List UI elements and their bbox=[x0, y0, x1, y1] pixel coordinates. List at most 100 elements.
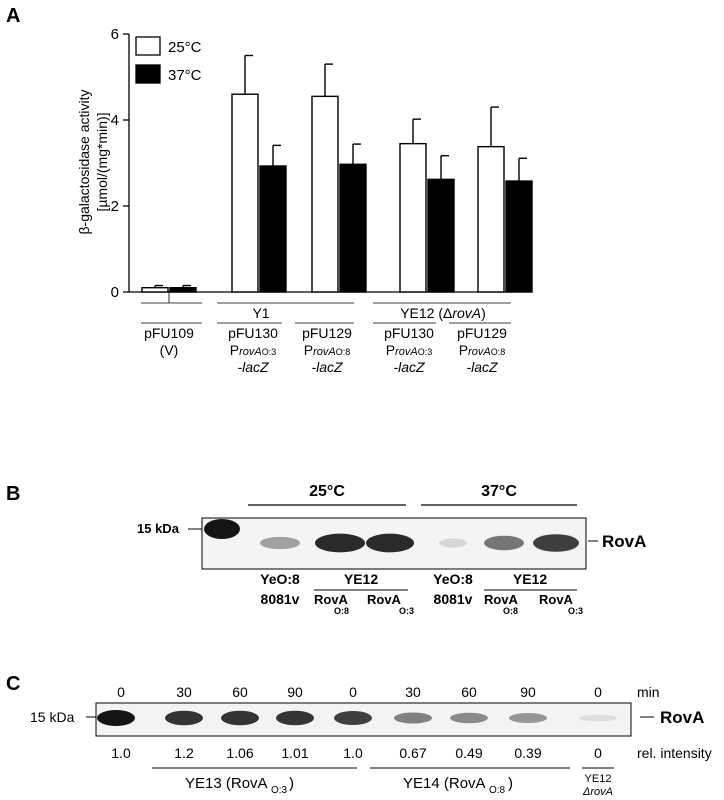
bar-25c-4 bbox=[399, 142, 427, 293]
band-label-b: RovA bbox=[602, 532, 646, 551]
legend-swatch-25 bbox=[135, 36, 161, 56]
intensity-value: 0.49 bbox=[455, 745, 482, 761]
plasmid-label: pFU129 bbox=[457, 325, 507, 341]
blot-band bbox=[315, 533, 365, 553]
blot-band bbox=[204, 519, 240, 539]
group3-label-line2: ΔrovA bbox=[582, 786, 613, 798]
blot-band bbox=[334, 711, 372, 725]
lane-b-ye12-25: YE12 bbox=[344, 571, 378, 587]
blot-band bbox=[165, 710, 203, 726]
promoter-label: ProvAO:8 bbox=[304, 342, 350, 358]
panel-c-label: C bbox=[6, 673, 20, 695]
legend-swatch-37 bbox=[135, 64, 161, 84]
plasmid-label: pFU130 bbox=[228, 325, 278, 341]
y-tick-label: 4 bbox=[111, 112, 119, 129]
x-category-labels: Y1 YE12 (ΔrovA)pFU109(V)pFU130ProvAO:3-la… bbox=[141, 292, 511, 375]
blot-band bbox=[533, 534, 579, 552]
panel-a-label: A bbox=[6, 5, 20, 27]
legend-label-25: 25°C bbox=[168, 39, 202, 56]
bar-37c-3 bbox=[339, 163, 367, 293]
blot-band bbox=[450, 712, 488, 724]
bars bbox=[141, 54, 533, 293]
lane-b-rova-o8-25-sub: O:8 bbox=[334, 606, 349, 616]
legend: 25°C 37°C bbox=[135, 36, 202, 84]
promoter-label: ProvAO:3 bbox=[386, 342, 432, 358]
group2-label-close: ) bbox=[508, 775, 513, 792]
group3-label-line1: YE12 bbox=[585, 773, 612, 785]
blot-band bbox=[260, 536, 300, 550]
temp-37-label: 37°C bbox=[481, 483, 517, 500]
y-axis-label-line2: [µmol/(mg*min)] bbox=[94, 112, 110, 211]
intensity-value: 1.0 bbox=[111, 745, 131, 761]
bar-25c-1 bbox=[141, 287, 169, 293]
time-label: 0 bbox=[594, 684, 602, 700]
lane-b-rova-o8-37-sub: O:8 bbox=[503, 606, 518, 616]
intensity-value: 1.2 bbox=[174, 745, 194, 761]
intensity-value: 1.01 bbox=[281, 745, 308, 761]
time-unit-label: min bbox=[637, 684, 660, 700]
y-tick-label: 0 bbox=[111, 284, 119, 301]
intensity-value: 1.0 bbox=[343, 745, 363, 761]
lane-b-1-line2: 8081v bbox=[261, 591, 300, 607]
plasmid-label: pFU130 bbox=[384, 325, 434, 341]
plasmid-label: pFU129 bbox=[302, 325, 352, 341]
blot-band bbox=[276, 710, 314, 726]
fusion-label: -lacZ bbox=[466, 359, 498, 375]
lane-b-5-line1: YeO:8 bbox=[433, 571, 473, 587]
lane-b-rova-o3-37: RovA bbox=[539, 592, 574, 607]
bar-25c-5 bbox=[477, 145, 505, 293]
intensity-value: 1.06 bbox=[226, 745, 253, 761]
time-label: 60 bbox=[461, 684, 477, 700]
promoter-label: ProvAO:3 bbox=[230, 342, 276, 358]
promoter-label: ProvAO:8 bbox=[459, 342, 505, 358]
blot-band bbox=[439, 538, 467, 548]
temp-25-label: 25°C bbox=[309, 483, 345, 500]
bar-25c-2 bbox=[231, 93, 259, 293]
bar-37c-4 bbox=[427, 178, 455, 293]
panel-b-western-blot: B 15 kDa 25°C 37°C RovA YeO:8 8081v YE12… bbox=[6, 483, 646, 616]
blot-band bbox=[97, 710, 135, 726]
intensity-value: 0.39 bbox=[514, 745, 541, 761]
time-label: 60 bbox=[232, 684, 248, 700]
lane-b-rova-o3-25: RovA bbox=[367, 592, 402, 607]
bar-37c-2 bbox=[259, 165, 287, 293]
time-labels: 0 30 60 90 0 30 60 90 0 bbox=[117, 684, 602, 700]
fusion-label: -lacZ bbox=[237, 359, 269, 375]
band-label-c: RovA bbox=[660, 708, 704, 727]
group1-label-close: ) bbox=[289, 775, 294, 792]
strain-label-ye12: YE12 (ΔrovA) bbox=[400, 305, 486, 321]
lane-b-1-line1: YeO:8 bbox=[260, 571, 300, 587]
rel-intensity-label: rel. intensity bbox=[637, 745, 712, 761]
y-tick-labels: 0 2 4 6 bbox=[111, 26, 119, 301]
blot-band bbox=[221, 710, 259, 726]
fusion-label: -lacZ bbox=[393, 359, 425, 375]
lane-b-ye12-37: YE12 bbox=[513, 571, 547, 587]
marker-label-c: 15 kDa bbox=[30, 709, 75, 725]
relative-intensity-values: 1.0 1.2 1.06 1.01 1.0 0.67 0.49 0.39 0 bbox=[111, 745, 602, 761]
intensity-value: 0 bbox=[594, 745, 602, 761]
vector-label: (V) bbox=[160, 342, 179, 358]
intensity-value: 0.67 bbox=[399, 745, 426, 761]
bar-37c-1 bbox=[169, 287, 197, 293]
time-label: 0 bbox=[117, 684, 125, 700]
panel-a-chart: A 0 2 4 6 β-galactosidase activity [µmol/(m… bbox=[6, 5, 533, 375]
group1-label: YE13 (RovA bbox=[185, 775, 268, 792]
panel-b-label: B bbox=[6, 483, 20, 505]
plasmid-label: pFU109 bbox=[144, 325, 194, 341]
blot-band bbox=[394, 712, 432, 724]
fusion-label: -lacZ bbox=[311, 359, 343, 375]
time-label: 90 bbox=[287, 684, 303, 700]
y-tick-label: 2 bbox=[111, 198, 119, 215]
blot-band bbox=[509, 713, 547, 723]
blot-c-bands bbox=[97, 710, 617, 726]
bar-37c-5 bbox=[505, 180, 533, 293]
lane-b-rova-o3-37-sub: O:3 bbox=[568, 606, 583, 616]
y-axis-label-line1: β-galactosidase activity bbox=[76, 89, 92, 234]
strain-label-y1: Y1 bbox=[252, 305, 269, 321]
bar-25c-3 bbox=[311, 95, 339, 293]
time-label: 0 bbox=[349, 684, 357, 700]
panel-c-western-blot: C 0 30 60 90 0 30 60 90 0 min 15 kDa RovA 1.0 1.2… bbox=[6, 673, 712, 798]
blot-band bbox=[579, 714, 617, 722]
time-label: 30 bbox=[405, 684, 421, 700]
